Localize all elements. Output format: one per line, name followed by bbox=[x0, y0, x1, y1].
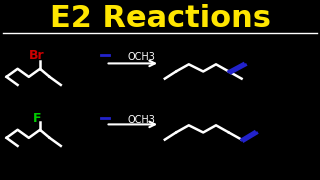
Text: OCH3: OCH3 bbox=[128, 52, 156, 62]
Text: E2 Reactions: E2 Reactions bbox=[50, 4, 270, 33]
Text: Br: Br bbox=[29, 49, 44, 62]
Text: OCH3: OCH3 bbox=[128, 115, 156, 125]
Text: F: F bbox=[33, 112, 41, 125]
